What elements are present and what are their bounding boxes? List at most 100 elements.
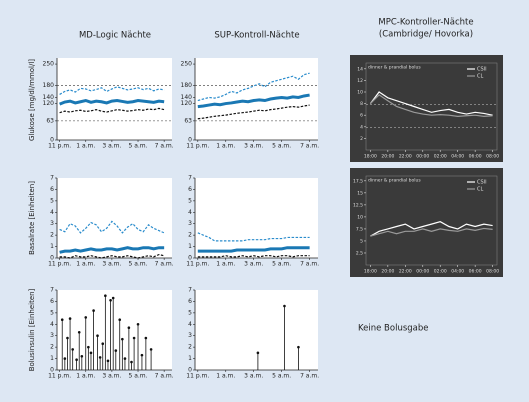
plot-area [195,178,318,258]
y-tick-label: 17.5 [353,178,363,184]
series-line [369,94,493,117]
row-label: Bolusinsulin [Einheiten] [28,288,36,371]
plot-area [365,175,498,266]
x-tick-label: 1 a.m. [76,261,95,268]
stem-head [101,342,105,346]
row-label: Glukose [mg/dl/mmol/l] [28,59,36,141]
y-tick-label: 8 [360,101,363,107]
plot-area [57,178,172,258]
bolus-stem [114,349,118,370]
x-tick-label: 02:00 [434,269,447,275]
x-tick-label: 18:00 [364,269,377,275]
y-tick-label: 63 [46,117,54,124]
x-tick-label: 06:00 [469,154,482,160]
series-line [59,220,165,234]
series-line [59,253,165,259]
x-tick-label: 5 a.m. [128,373,147,380]
stem-head [92,309,95,312]
stem-head [63,357,67,360]
x-tick-label: 11 p.m. [186,143,209,150]
y-tick-label: 250 [43,61,55,68]
x-tick-label: 7 a.m. [300,143,319,150]
y-tick-label: 4 [50,321,54,328]
bolus-stem [96,334,99,370]
x-tick-label: 3 a.m. [244,373,263,380]
bolus-stem [63,357,67,370]
y-tick-label: 2 [188,344,192,351]
bolus-stem [60,318,64,370]
x-tick-label: 3 a.m. [102,373,121,380]
y-tick-label: 5 [50,197,54,204]
x-tick-label: 11 p.m. [186,261,209,268]
y-tick-label: 4 [188,321,192,328]
bolus-stem [123,357,127,370]
stem-head [297,345,300,349]
bolus-stem [106,359,110,370]
column-subtitle: (Cambridge/ Hovorka) [379,30,473,40]
stem-head [123,357,127,360]
y-tick-label: 7 [188,175,192,182]
series-line [197,255,310,258]
stem-head [132,336,136,340]
y-tick-label: 7 [188,287,192,294]
y-tick-label: 4 [360,124,363,130]
y-tick-label: 6 [188,186,192,193]
bolus-stem [130,360,133,370]
y-tick-label: 15 [357,190,363,196]
legend-label: CL [477,187,483,193]
series-line [197,93,310,109]
x-tick-label: 1 a.m. [216,261,235,268]
bolus-stem [136,322,140,370]
series-line [59,86,165,95]
stem-head [75,358,78,362]
y-tick-label: 7 [50,175,54,182]
series-line [197,246,310,253]
x-tick-label: 7 a.m. [155,373,174,380]
stem-head [109,298,112,302]
y-tick-label: 2 [188,232,192,239]
bolus-stem [104,294,107,370]
x-tick-label: 7 a.m. [155,261,174,268]
bolus-stem [89,351,93,370]
stem-head [144,336,148,340]
x-tick-label: 11 p.m. [186,373,209,380]
stem-head [60,318,64,322]
bolus-stem [140,353,144,370]
y-tick-label: 3 [50,332,54,339]
y-tick-label: 6 [188,298,192,305]
y-tick-label: 10 [357,90,363,96]
x-tick-label: 11 p.m. [48,261,71,268]
stem-head [104,294,107,298]
stem-head [80,354,84,358]
stem-head [66,336,69,340]
y-tick-label: 250 [181,61,193,68]
plot-area [195,290,318,370]
column-title: MD-Logic Nächte [79,31,151,41]
y-tick-label: 3 [188,332,192,339]
bolus-stem [77,330,81,370]
series-line [59,246,165,254]
y-tick-label: 14 [357,66,363,72]
y-tick-label: 1 [50,355,54,362]
series-line [59,98,165,106]
y-tick-label: 6 [360,113,363,119]
y-tick-label: 7.5 [356,226,363,232]
x-tick-label: 3 a.m. [102,143,121,150]
x-tick-label: 08:00 [486,269,499,275]
column-title: MPC-Kontroller-Nächte [378,18,473,28]
plot-area [57,290,172,370]
stem-head [87,345,90,349]
x-tick-label: 11 p.m. [48,143,71,150]
x-tick-label: 04:00 [451,154,464,160]
bolus-stem [118,318,122,370]
x-tick-label: 11 p.m. [48,373,71,380]
y-tick-label: 180 [181,82,193,89]
x-tick-label: 00:00 [416,154,429,160]
bolus-stem [92,309,95,370]
x-tick-label: 04:00 [451,269,464,275]
y-tick-label: 12 [357,78,363,84]
bolus-stem [111,296,115,370]
bolus-stem [149,348,153,370]
stem-head [118,318,122,322]
